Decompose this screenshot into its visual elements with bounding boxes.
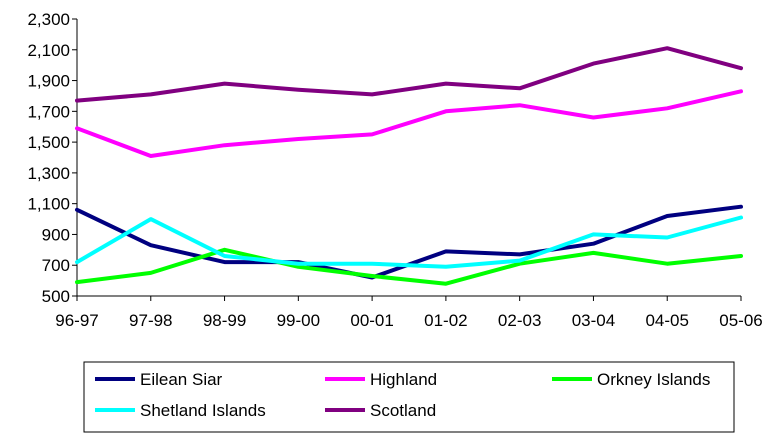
y-tick-label: 1,300 <box>27 164 70 183</box>
x-axis-ticks: 96-97 97-98 98-99 99-00 00-01 01-02 02-03 03-04… <box>55 296 763 330</box>
legend-label-orkney-islands: Orkney Islands <box>597 370 710 389</box>
legend-label-scotland: Scotland <box>370 401 436 420</box>
x-tick-label: 97-98 <box>129 311 172 330</box>
x-tick-label: 04-05 <box>645 311 688 330</box>
y-tick-label: 500 <box>42 287 70 306</box>
chart-legend: Eilean Siar Highland Orkney Islands Shetlan… <box>83 361 735 433</box>
series-line-shetland-islands <box>75 215 743 269</box>
y-axis-ticks: 500 700 900 1,100 1,300 1,500 1,700 1,900 2,100 2… <box>27 10 77 306</box>
x-tick-label: 02-03 <box>498 311 541 330</box>
y-tick-label: 700 <box>42 256 70 275</box>
legend-label-shetland-islands: Shetland Islands <box>140 401 266 420</box>
series-line-orkney-islands <box>75 247 743 286</box>
y-tick-label: 2,300 <box>27 10 70 29</box>
series-line-highland <box>75 89 743 158</box>
chart-plot-area <box>75 46 743 286</box>
y-tick-label: 1,100 <box>27 195 70 214</box>
chart-axes <box>76 19 741 297</box>
x-tick-label: 00-01 <box>350 311 393 330</box>
x-tick-label: 01-02 <box>424 311 467 330</box>
x-tick-label: 96-97 <box>55 311 98 330</box>
legend-label-highland: Highland <box>370 370 437 389</box>
y-tick-label: 1,700 <box>27 102 70 121</box>
y-tick-label: 2,100 <box>27 41 70 60</box>
y-tick-label: 1,900 <box>27 72 70 91</box>
y-tick-label: 900 <box>42 225 70 244</box>
legend-label-eilean-siar: Eilean Siar <box>140 370 223 389</box>
series-line-scotland <box>75 46 743 103</box>
x-tick-label: 98-99 <box>203 311 246 330</box>
x-tick-label: 05-06 <box>719 311 762 330</box>
y-tick-label: 1,500 <box>27 133 70 152</box>
x-tick-label: 99-00 <box>277 311 320 330</box>
x-tick-label: 03-04 <box>572 311 615 330</box>
legend-box <box>83 361 735 433</box>
